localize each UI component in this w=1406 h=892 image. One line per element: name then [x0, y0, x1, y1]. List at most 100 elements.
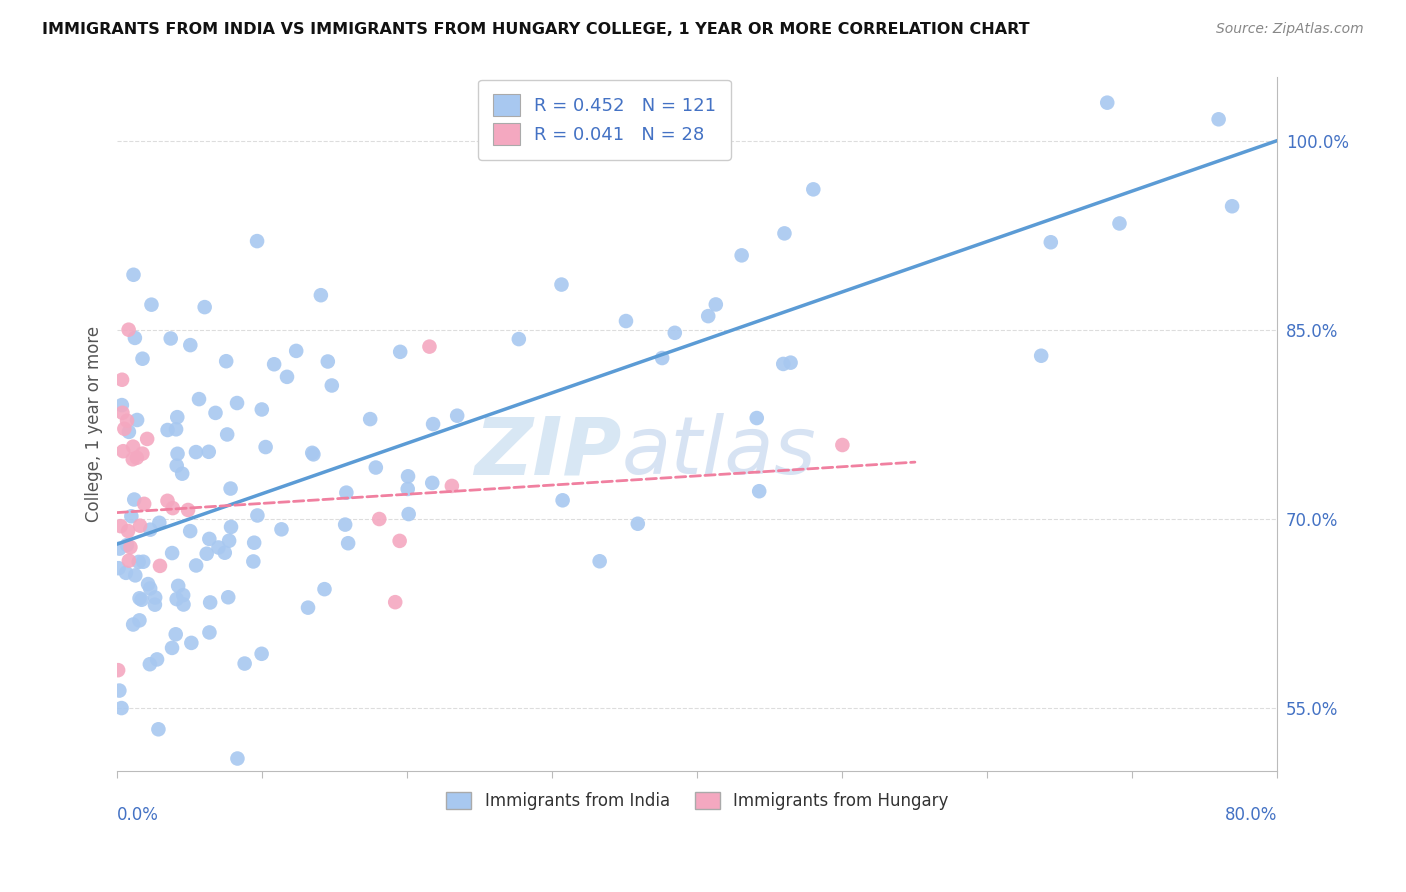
Point [149, 558, 172, 573]
Point [124, 568, 146, 582]
Point [254, 440, 277, 454]
Point [314, 582, 336, 596]
Point [128, 555, 150, 569]
Point [1031, 349, 1053, 363]
Point [697, 309, 720, 323]
Point [146, 652, 169, 666]
Point [246, 508, 269, 523]
Point [215, 354, 238, 368]
Point [337, 536, 360, 550]
Point [139, 582, 162, 596]
Point [226, 751, 249, 765]
Point [664, 326, 686, 340]
Point [368, 512, 391, 526]
Point [359, 412, 381, 426]
Legend: Immigrants from India, Immigrants from Hungary: Immigrants from India, Immigrants from H… [437, 783, 956, 818]
Point [162, 501, 184, 516]
Point [398, 507, 420, 521]
Point [285, 343, 308, 358]
Point [204, 406, 226, 420]
Point [120, 540, 142, 554]
Point [263, 357, 285, 371]
Point [246, 234, 269, 248]
Point [122, 492, 145, 507]
Point [117, 524, 139, 538]
Point [588, 554, 610, 568]
Point [111, 398, 134, 412]
Point [422, 417, 444, 431]
Point [250, 402, 273, 417]
Point [745, 411, 768, 425]
Point [112, 422, 135, 436]
Point [197, 445, 219, 459]
Point [108, 541, 131, 556]
Point [420, 475, 443, 490]
Point [125, 450, 148, 465]
Text: atlas: atlas [621, 413, 817, 491]
Point [550, 277, 572, 292]
Point [127, 413, 149, 427]
Point [388, 533, 411, 548]
Point [233, 657, 256, 671]
Point [139, 523, 162, 537]
Point [364, 460, 387, 475]
Point [440, 479, 463, 493]
Point [1208, 112, 1230, 127]
Point [166, 592, 188, 607]
Y-axis label: College, 1 year or more: College, 1 year or more [86, 326, 103, 523]
Point [779, 356, 801, 370]
Point [148, 516, 170, 530]
Point [748, 484, 770, 499]
Point [195, 547, 218, 561]
Point [108, 683, 131, 698]
Point [801, 182, 824, 196]
Point [166, 458, 188, 473]
Point [165, 422, 187, 436]
Point [120, 509, 142, 524]
Point [1220, 199, 1243, 213]
Point [508, 332, 530, 346]
Point [651, 351, 673, 365]
Point [194, 300, 217, 314]
Point [159, 331, 181, 345]
Point [128, 591, 150, 606]
Point [136, 432, 159, 446]
Point [131, 592, 153, 607]
Point [156, 493, 179, 508]
Point [179, 524, 201, 538]
Point [160, 640, 183, 655]
Point [730, 248, 752, 262]
Point [309, 288, 332, 302]
Point [122, 440, 145, 454]
Point [156, 423, 179, 437]
Point [316, 354, 339, 368]
Point [172, 588, 194, 602]
Point [243, 535, 266, 549]
Point [107, 663, 129, 677]
Point [118, 554, 141, 568]
Point [614, 314, 637, 328]
Point [396, 469, 419, 483]
Point [219, 520, 242, 534]
Point [186, 558, 208, 573]
Point [242, 554, 264, 568]
Point [217, 427, 239, 442]
Point [1108, 217, 1130, 231]
Point [136, 577, 159, 591]
Point [198, 532, 221, 546]
Point [297, 600, 319, 615]
Point [179, 338, 201, 352]
Point [107, 561, 129, 575]
Point [121, 452, 143, 467]
Text: 0.0%: 0.0% [117, 805, 159, 824]
Point [418, 340, 440, 354]
Point [143, 598, 166, 612]
Point [214, 546, 236, 560]
Point [217, 591, 239, 605]
Point [302, 447, 325, 461]
Point [143, 591, 166, 605]
Point [389, 344, 412, 359]
Point [207, 541, 229, 555]
Point [198, 595, 221, 609]
Point [333, 517, 356, 532]
